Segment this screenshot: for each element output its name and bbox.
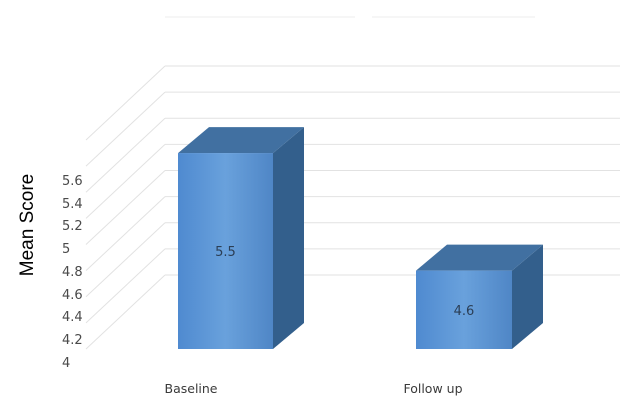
gridline-diagonal [85, 65, 166, 141]
bar-side [273, 127, 304, 349]
bar-top [416, 244, 543, 271]
y-tick-label: 5.4 [62, 197, 83, 212]
y-tick-label: 4.2 [62, 333, 83, 348]
y-axis-ticks: 4 4.2 4.4 4.6 4.8 5 5.2 5.4 5.6 [62, 174, 83, 371]
x-axis-labels: Baseline Follow up [165, 381, 463, 396]
bars: 5.5 4.6 [178, 127, 543, 349]
gridline-diagonal [85, 248, 166, 324]
gridline-diagonal [85, 170, 166, 245]
gridline-diagonal [85, 222, 166, 298]
gridline-diagonal [85, 274, 166, 350]
y-tick-label: 4.8 [62, 265, 83, 280]
gridline-diagonal [85, 196, 166, 271]
gridline-diagonal [85, 91, 166, 167]
bar-top [178, 127, 304, 154]
y-axis-title: Mean Score [17, 174, 38, 276]
bar-front [178, 153, 273, 349]
y-tick-label: 4 [62, 356, 70, 371]
y-tick-label: 4.4 [62, 310, 83, 325]
y-tick-label: 5.2 [62, 219, 83, 234]
bar: 4.6 [416, 244, 543, 349]
bar-front [416, 270, 512, 349]
bar-side [512, 244, 543, 349]
x-tick-label: Baseline [165, 381, 218, 396]
y-tick-label: 5.6 [62, 174, 83, 189]
bar: 5.5 [178, 127, 304, 349]
data-label: 5.5 [215, 245, 236, 260]
gridline-diagonal [85, 144, 166, 219]
gridline-diagonal [85, 117, 166, 193]
data-label: 4.6 [454, 304, 475, 319]
y-tick-label: 4.6 [62, 288, 83, 303]
x-tick-label: Follow up [403, 381, 462, 396]
y-tick-label: 5 [62, 242, 70, 257]
